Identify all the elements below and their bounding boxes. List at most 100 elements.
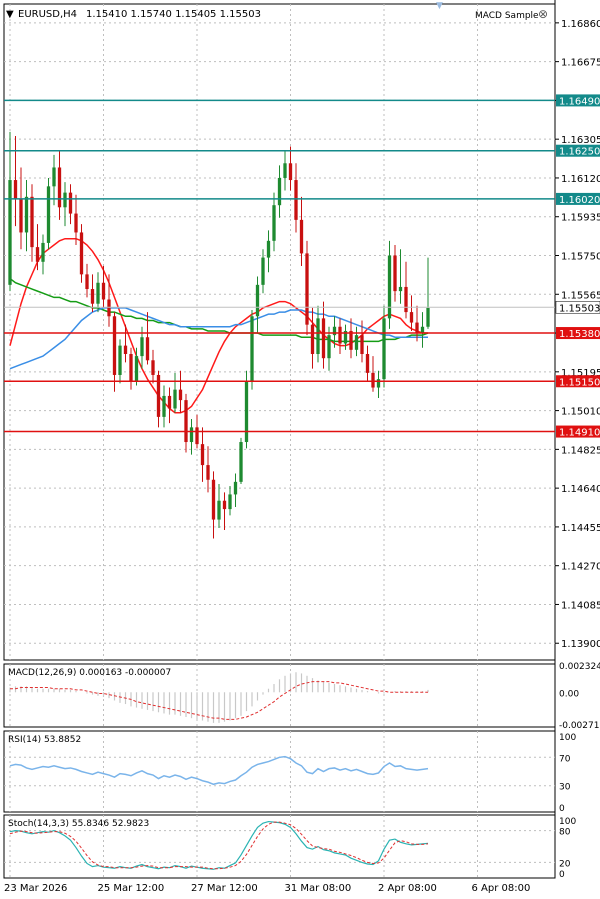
candle[interactable] [30, 184, 34, 262]
candle-body [354, 335, 359, 350]
candle[interactable] [129, 347, 133, 390]
candle[interactable] [228, 486, 232, 516]
candle[interactable] [211, 471, 216, 539]
candle[interactable] [162, 385, 166, 428]
candle[interactable] [151, 349, 155, 384]
candle[interactable] [189, 418, 194, 455]
candle[interactable] [327, 326, 331, 371]
candle[interactable] [52, 154, 56, 206]
candle[interactable] [310, 307, 315, 369]
candle-body [112, 316, 117, 375]
candle[interactable] [217, 483, 221, 528]
candle-body [156, 374, 161, 417]
candle[interactable] [46, 177, 51, 250]
level-price-label: 1.15380 [559, 329, 600, 340]
candle[interactable] [415, 305, 419, 342]
candle[interactable] [8, 131, 12, 292]
shift-marker-icon[interactable]: ▼ [436, 1, 443, 11]
candle[interactable] [288, 146, 293, 191]
pane-macd [3, 663, 556, 728]
candle[interactable] [200, 427, 205, 482]
candle[interactable] [24, 180, 29, 252]
time-label: 23 Mar 2026 [4, 883, 67, 894]
candle[interactable] [63, 182, 67, 227]
candle-body [371, 372, 375, 388]
candle[interactable] [398, 249, 403, 304]
candle[interactable] [382, 305, 386, 388]
candle[interactable] [134, 347, 139, 386]
candle[interactable] [173, 372, 177, 413]
rsi-tick-label: 30 [559, 783, 571, 793]
candle[interactable] [332, 316, 337, 348]
candle[interactable] [101, 265, 106, 308]
level-price-label: 1.15150 [559, 377, 600, 388]
candle-body [68, 192, 73, 214]
price-tick-label: 1.16120 [561, 174, 600, 185]
candle[interactable] [112, 312, 117, 392]
candle[interactable] [68, 184, 73, 225]
candle[interactable] [206, 446, 210, 493]
candle[interactable] [420, 312, 425, 348]
candle[interactable] [360, 320, 364, 363]
candle[interactable] [393, 245, 397, 302]
candle[interactable] [184, 393, 188, 453]
candle[interactable] [305, 240, 309, 336]
candle[interactable] [145, 312, 150, 365]
candle[interactable] [343, 324, 348, 350]
candle[interactable] [349, 318, 353, 359]
candle[interactable] [167, 387, 172, 424]
candle[interactable] [283, 150, 287, 191]
candle[interactable] [255, 276, 260, 334]
candle-body [360, 335, 364, 355]
candle[interactable] [266, 230, 271, 273]
candle[interactable] [371, 356, 375, 392]
candle[interactable] [365, 345, 370, 382]
candle[interactable] [250, 309, 254, 390]
close-indicator-icon[interactable]: ⊗ [538, 7, 549, 21]
candle[interactable] [244, 370, 249, 449]
candle[interactable] [426, 257, 430, 329]
candle-body [13, 180, 18, 199]
candle[interactable] [156, 370, 161, 428]
candle[interactable] [19, 167, 23, 250]
candle[interactable] [376, 370, 381, 399]
candle[interactable] [233, 473, 238, 508]
candle[interactable] [57, 150, 62, 220]
candle[interactable] [74, 194, 78, 246]
candle-body [327, 335, 331, 359]
price-tick-label: 1.14085 [561, 600, 600, 611]
candle[interactable] [41, 234, 45, 275]
candle[interactable] [338, 318, 342, 355]
candle[interactable] [409, 295, 414, 331]
level-price-tag [556, 327, 600, 340]
candle-body [233, 481, 238, 495]
candle[interactable] [85, 263, 89, 298]
candle[interactable] [321, 301, 326, 369]
candle[interactable] [96, 272, 100, 313]
candle-body [167, 395, 172, 409]
candle-body [52, 167, 56, 187]
symbol-menu-arrow-icon[interactable]: ▼ [6, 9, 14, 20]
candle[interactable] [299, 196, 304, 266]
candle[interactable] [316, 305, 320, 363]
candle[interactable] [90, 274, 95, 313]
candle[interactable] [35, 224, 40, 271]
candle[interactable] [123, 324, 128, 363]
candle[interactable] [178, 370, 183, 413]
candle[interactable] [387, 240, 392, 329]
candle[interactable] [107, 274, 111, 327]
candle[interactable] [239, 437, 243, 484]
candle-body [244, 381, 249, 443]
candle[interactable] [222, 492, 227, 531]
candle[interactable] [118, 339, 122, 384]
pane-main [3, 3, 556, 661]
candle[interactable] [272, 192, 276, 252]
candle[interactable] [354, 326, 359, 357]
candle[interactable] [294, 163, 298, 233]
candle[interactable] [79, 224, 84, 283]
candle[interactable] [277, 165, 282, 218]
candle[interactable] [404, 261, 408, 319]
candle-body [30, 196, 34, 248]
candle[interactable] [261, 249, 265, 294]
